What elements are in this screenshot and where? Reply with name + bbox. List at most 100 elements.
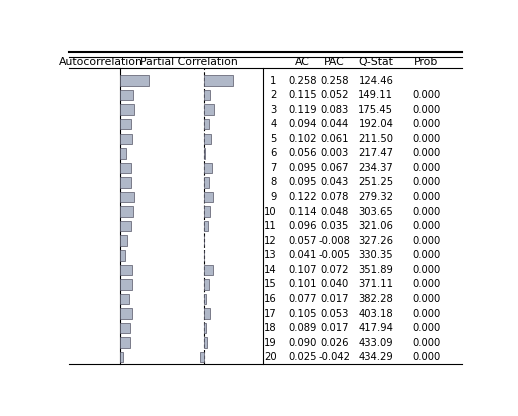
Bar <box>120 221 131 231</box>
Text: 0.107: 0.107 <box>289 265 317 275</box>
Text: 279.32: 279.32 <box>358 192 393 202</box>
Text: 0.000: 0.000 <box>412 149 440 158</box>
Text: 16: 16 <box>264 294 277 304</box>
Text: 330.35: 330.35 <box>358 250 393 260</box>
Text: 0.026: 0.026 <box>320 338 349 348</box>
Bar <box>120 75 149 86</box>
Text: 0.105: 0.105 <box>289 309 317 319</box>
Bar <box>120 308 132 319</box>
Bar <box>205 119 209 129</box>
Text: 0.094: 0.094 <box>289 119 317 129</box>
Text: 0.000: 0.000 <box>412 280 440 290</box>
Text: 10: 10 <box>264 207 277 217</box>
Text: 124.46: 124.46 <box>358 76 393 86</box>
Text: 0.258: 0.258 <box>289 76 317 86</box>
Text: 175.45: 175.45 <box>358 105 393 115</box>
Text: Prob: Prob <box>414 57 438 67</box>
Bar <box>205 294 206 304</box>
Text: 0.000: 0.000 <box>412 309 440 319</box>
Text: 0.040: 0.040 <box>321 280 349 290</box>
Text: 0.119: 0.119 <box>289 105 317 115</box>
Text: 303.65: 303.65 <box>358 207 393 217</box>
Bar <box>120 192 134 202</box>
Text: 0.000: 0.000 <box>412 338 440 348</box>
Text: 0.000: 0.000 <box>412 207 440 217</box>
Bar <box>120 265 132 275</box>
Text: 417.94: 417.94 <box>358 323 393 333</box>
Bar <box>205 192 213 202</box>
Text: 0.000: 0.000 <box>412 192 440 202</box>
Bar <box>120 250 125 260</box>
Text: 382.28: 382.28 <box>358 294 393 304</box>
Text: 149.11: 149.11 <box>358 90 393 100</box>
Text: 0.122: 0.122 <box>289 192 317 202</box>
Text: Partial Correlation: Partial Correlation <box>140 57 238 67</box>
Bar <box>120 279 132 290</box>
Text: Q-Stat: Q-Stat <box>358 57 393 67</box>
Text: 0.095: 0.095 <box>289 178 317 188</box>
Bar <box>120 90 133 100</box>
Text: 1: 1 <box>270 76 277 86</box>
Text: 0.043: 0.043 <box>321 178 349 188</box>
Bar <box>205 337 207 348</box>
Text: 3: 3 <box>270 105 277 115</box>
Text: 20: 20 <box>264 352 277 362</box>
Text: 0.089: 0.089 <box>289 323 317 333</box>
Bar <box>120 104 134 115</box>
Bar <box>120 177 131 188</box>
Bar <box>205 163 212 173</box>
Text: 211.50: 211.50 <box>358 134 393 144</box>
Text: 0.072: 0.072 <box>320 265 349 275</box>
Bar <box>205 265 212 275</box>
Text: 0.067: 0.067 <box>320 163 349 173</box>
Text: 18: 18 <box>264 323 277 333</box>
Text: 0.003: 0.003 <box>321 149 349 158</box>
Text: 0.000: 0.000 <box>412 352 440 362</box>
Text: 0.017: 0.017 <box>320 323 349 333</box>
Text: 0.115: 0.115 <box>289 90 317 100</box>
Text: 434.29: 434.29 <box>358 352 393 362</box>
Text: 0.000: 0.000 <box>412 221 440 231</box>
Text: 9: 9 <box>270 192 277 202</box>
Bar <box>120 148 126 158</box>
Text: 234.37: 234.37 <box>358 163 393 173</box>
Text: 0.096: 0.096 <box>289 221 317 231</box>
Text: 19: 19 <box>264 338 277 348</box>
Text: 5: 5 <box>270 134 277 144</box>
Text: 0.000: 0.000 <box>412 178 440 188</box>
Bar <box>205 90 210 100</box>
Bar <box>205 75 234 86</box>
Text: 0.000: 0.000 <box>412 105 440 115</box>
Bar <box>200 352 205 362</box>
Bar <box>205 104 214 115</box>
Text: 12: 12 <box>264 236 277 246</box>
Text: 0.078: 0.078 <box>320 192 349 202</box>
Text: 0.101: 0.101 <box>289 280 317 290</box>
Text: -0.042: -0.042 <box>319 352 351 362</box>
Text: 327.26: 327.26 <box>358 236 393 246</box>
Text: 433.09: 433.09 <box>358 338 393 348</box>
Text: 0.000: 0.000 <box>412 265 440 275</box>
Text: 0.095: 0.095 <box>289 163 317 173</box>
Text: 0.090: 0.090 <box>289 338 317 348</box>
Text: 0.053: 0.053 <box>320 309 349 319</box>
Text: 0.057: 0.057 <box>289 236 317 246</box>
Bar <box>205 206 210 217</box>
Text: 0.052: 0.052 <box>320 90 349 100</box>
Bar <box>204 235 205 246</box>
Text: 0.000: 0.000 <box>412 236 440 246</box>
Bar <box>204 250 205 260</box>
Text: 13: 13 <box>264 250 277 260</box>
Bar <box>205 177 209 188</box>
Text: 0.083: 0.083 <box>321 105 349 115</box>
Text: 0.114: 0.114 <box>289 207 317 217</box>
Bar <box>120 352 123 362</box>
Text: 6: 6 <box>270 149 277 158</box>
Text: AC: AC <box>295 57 310 67</box>
Text: 0.041: 0.041 <box>289 250 317 260</box>
Bar <box>205 221 208 231</box>
Text: 15: 15 <box>264 280 277 290</box>
Text: 0.048: 0.048 <box>321 207 349 217</box>
Text: 192.04: 192.04 <box>358 119 393 129</box>
Text: 14: 14 <box>264 265 277 275</box>
